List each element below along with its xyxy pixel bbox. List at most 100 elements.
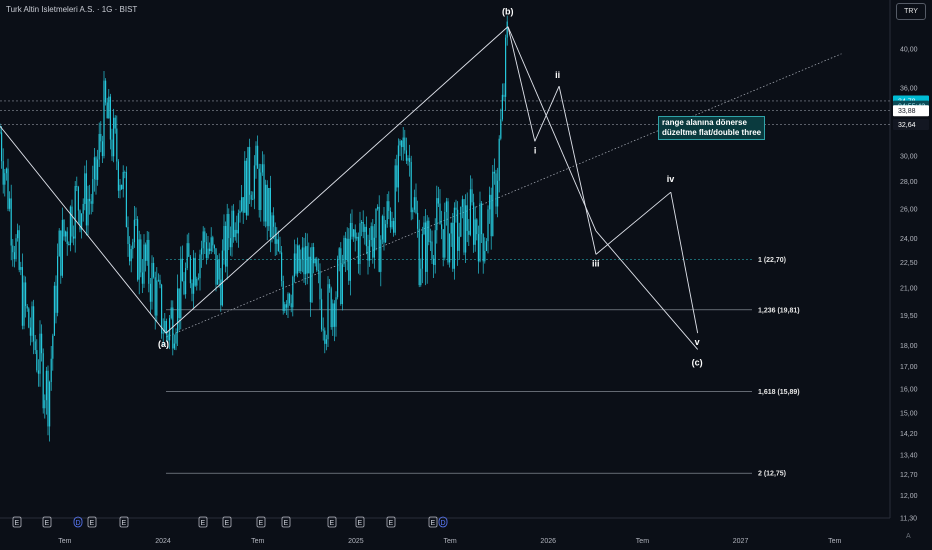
- candle-body: [81, 213, 83, 230]
- x-tick-label: 2025: [348, 538, 364, 545]
- candle-body: [492, 171, 494, 237]
- candle-body: [493, 171, 495, 174]
- candle-body: [381, 216, 383, 240]
- candle-body: [457, 209, 459, 251]
- candle-body: [263, 164, 265, 222]
- candle-body: [289, 293, 291, 304]
- candle-body: [141, 272, 143, 284]
- candle-body: [271, 215, 273, 238]
- candle-body: [194, 257, 196, 286]
- candle-body: [244, 160, 246, 213]
- y-tick-label: 16,00: [900, 386, 918, 393]
- candle-body: [330, 288, 332, 328]
- candle-body: [117, 161, 119, 191]
- candle-body: [113, 117, 115, 157]
- candle-body: [453, 207, 455, 269]
- candle-body: [458, 236, 460, 251]
- candle-body: [353, 229, 355, 237]
- candle-body: [501, 94, 503, 120]
- candle-body: [109, 96, 111, 140]
- trendline: [165, 53, 842, 338]
- candle-body: [484, 250, 486, 262]
- symbol-title[interactable]: Turk Altin Isletmeleri A.S. · 1G · BIST: [6, 5, 138, 14]
- candle-body: [103, 80, 105, 157]
- candle-body: [252, 198, 254, 200]
- event-marker-icon: [222, 516, 232, 528]
- candle-body: [378, 206, 380, 272]
- candle-body: [436, 198, 438, 231]
- candle-body: [297, 245, 299, 274]
- x-tick-label: 2026: [540, 538, 556, 545]
- candle-body: [90, 201, 92, 204]
- wave-label: (c): [692, 357, 703, 367]
- wave-label: iii: [592, 258, 600, 268]
- price-badge: [893, 119, 929, 131]
- candle-body: [273, 215, 275, 227]
- candle-body: [228, 214, 230, 239]
- candle-body: [356, 236, 358, 239]
- candle-body: [346, 238, 348, 260]
- event-marker-label: E: [330, 520, 335, 527]
- candle-body: [420, 268, 422, 286]
- candle-body: [207, 248, 209, 258]
- annotation-line-1: range alanına dönerse: [662, 118, 747, 127]
- candle-body: [410, 161, 412, 213]
- candle-body: [321, 299, 323, 330]
- candle-body: [124, 172, 126, 173]
- candle-body: [249, 147, 251, 195]
- candle-body: [167, 334, 169, 341]
- candle-body: [234, 229, 236, 238]
- event-marker-icon: [42, 516, 52, 528]
- candle-body: [337, 258, 339, 298]
- candle-body: [324, 330, 326, 344]
- candle-body: [316, 258, 318, 271]
- candle-body: [135, 219, 137, 221]
- candle-body: [111, 139, 113, 157]
- candle-body: [202, 231, 204, 249]
- candle-body: [373, 237, 375, 258]
- candle-body: [313, 247, 315, 264]
- candle-body: [151, 262, 153, 302]
- candle-body: [39, 333, 41, 374]
- candle-body: [221, 250, 223, 306]
- candle-body: [181, 258, 183, 282]
- event-marker-icon: [256, 516, 266, 528]
- candle-body: [490, 194, 492, 237]
- candle-body: [17, 230, 19, 239]
- candle-body: [175, 332, 177, 344]
- candle-body: [15, 238, 17, 260]
- candle-body: [409, 158, 411, 162]
- candle-body: [98, 133, 100, 160]
- candle-body: [127, 227, 129, 245]
- candle-body: [177, 288, 179, 333]
- candle-body: [132, 242, 134, 250]
- event-marker-icon: [73, 516, 83, 528]
- y-tick-label: 36,00: [900, 86, 918, 93]
- candle-body: [1, 132, 3, 162]
- candle-body: [229, 238, 231, 248]
- candle-body: [44, 400, 46, 409]
- candle-body: [327, 284, 329, 340]
- y-tick-label: 18,00: [900, 343, 918, 350]
- candle-body: [10, 198, 12, 246]
- candle-body: [391, 221, 393, 228]
- candle-body: [380, 239, 382, 272]
- candle-body: [121, 184, 123, 190]
- currency-button[interactable]: TRY: [896, 3, 926, 20]
- candle-body: [226, 214, 228, 267]
- candle-body: [156, 280, 158, 316]
- candle-body: [36, 350, 38, 371]
- candle-body: [497, 180, 499, 207]
- wave-line-impulse: [558, 86, 597, 255]
- candle-body: [285, 304, 287, 308]
- candle-body: [345, 237, 347, 260]
- candle-body: [217, 259, 219, 285]
- candle-body: [250, 194, 252, 200]
- candle-body: [50, 358, 52, 383]
- event-marker-icon: [438, 516, 448, 528]
- candle-body: [138, 239, 140, 280]
- candle-body: [20, 267, 22, 270]
- candle-body: [284, 304, 286, 311]
- candle-body: [34, 341, 36, 351]
